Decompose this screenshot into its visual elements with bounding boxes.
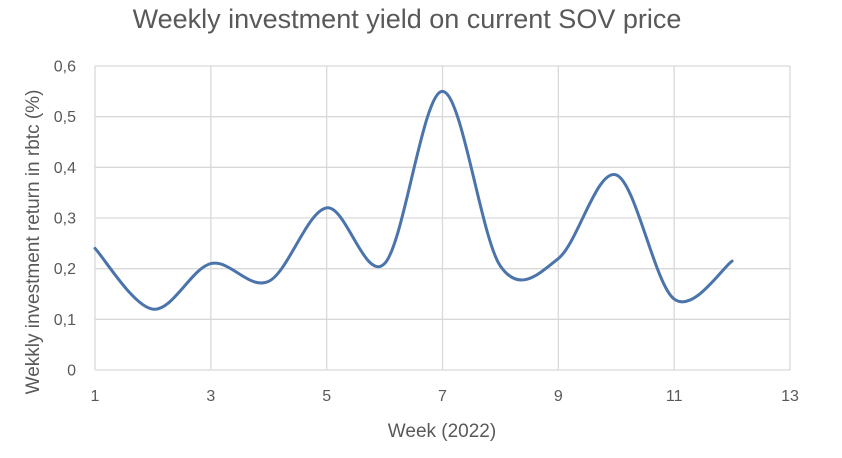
y-axis-title: Wekkly investment return in rbtc (%) [23, 90, 44, 395]
chart-title: Weekly investment yield on current SOV p… [133, 4, 682, 34]
data-point [441, 90, 444, 93]
data-point [94, 247, 97, 250]
x-tick-label: 3 [206, 388, 215, 405]
data-point [673, 298, 676, 301]
y-tick-label: 0 [67, 363, 76, 380]
axis-tick-labels: 00,10,20,30,40,50,61 3 5 7 9 11 13 [54, 59, 799, 406]
data-point [325, 206, 328, 209]
series-line [93, 89, 734, 311]
data-point [731, 260, 734, 263]
x-tick-label: 13 [781, 388, 799, 405]
x-axis-title: Week (2022) [388, 421, 496, 442]
data-point [499, 265, 502, 268]
y-tick-label: 0,2 [54, 261, 76, 278]
y-tick-label: 0,3 [54, 211, 76, 228]
series-layer [93, 89, 734, 311]
y-tick-label: 0,4 [54, 160, 76, 177]
grid-lines [94, 65, 791, 371]
data-point [152, 308, 155, 311]
data-point [615, 174, 618, 177]
y-tick-label: 0,6 [54, 59, 76, 76]
y-tick-label: 0,1 [54, 312, 76, 329]
data-point [557, 257, 560, 260]
x-tick-label: 9 [554, 388, 563, 405]
x-tick-label: 1 [91, 388, 100, 405]
y-tick-label: 0,5 [54, 109, 76, 126]
x-tick-label: 5 [322, 388, 331, 405]
data-point [267, 280, 270, 283]
data-point [383, 262, 386, 265]
x-tick-label: 11 [666, 388, 683, 405]
data-point [209, 262, 212, 265]
x-tick-label: 7 [438, 388, 447, 405]
